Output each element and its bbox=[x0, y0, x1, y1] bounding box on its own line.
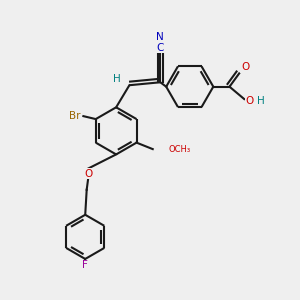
Text: H: H bbox=[256, 96, 264, 106]
Text: O: O bbox=[245, 96, 253, 106]
Text: C: C bbox=[157, 43, 164, 52]
Text: Br: Br bbox=[69, 111, 80, 121]
Text: N: N bbox=[156, 32, 164, 42]
Text: O: O bbox=[84, 169, 92, 178]
Text: H: H bbox=[113, 74, 121, 84]
Text: F: F bbox=[82, 260, 88, 270]
Text: O: O bbox=[241, 62, 249, 72]
Text: OCH₃: OCH₃ bbox=[169, 145, 191, 154]
